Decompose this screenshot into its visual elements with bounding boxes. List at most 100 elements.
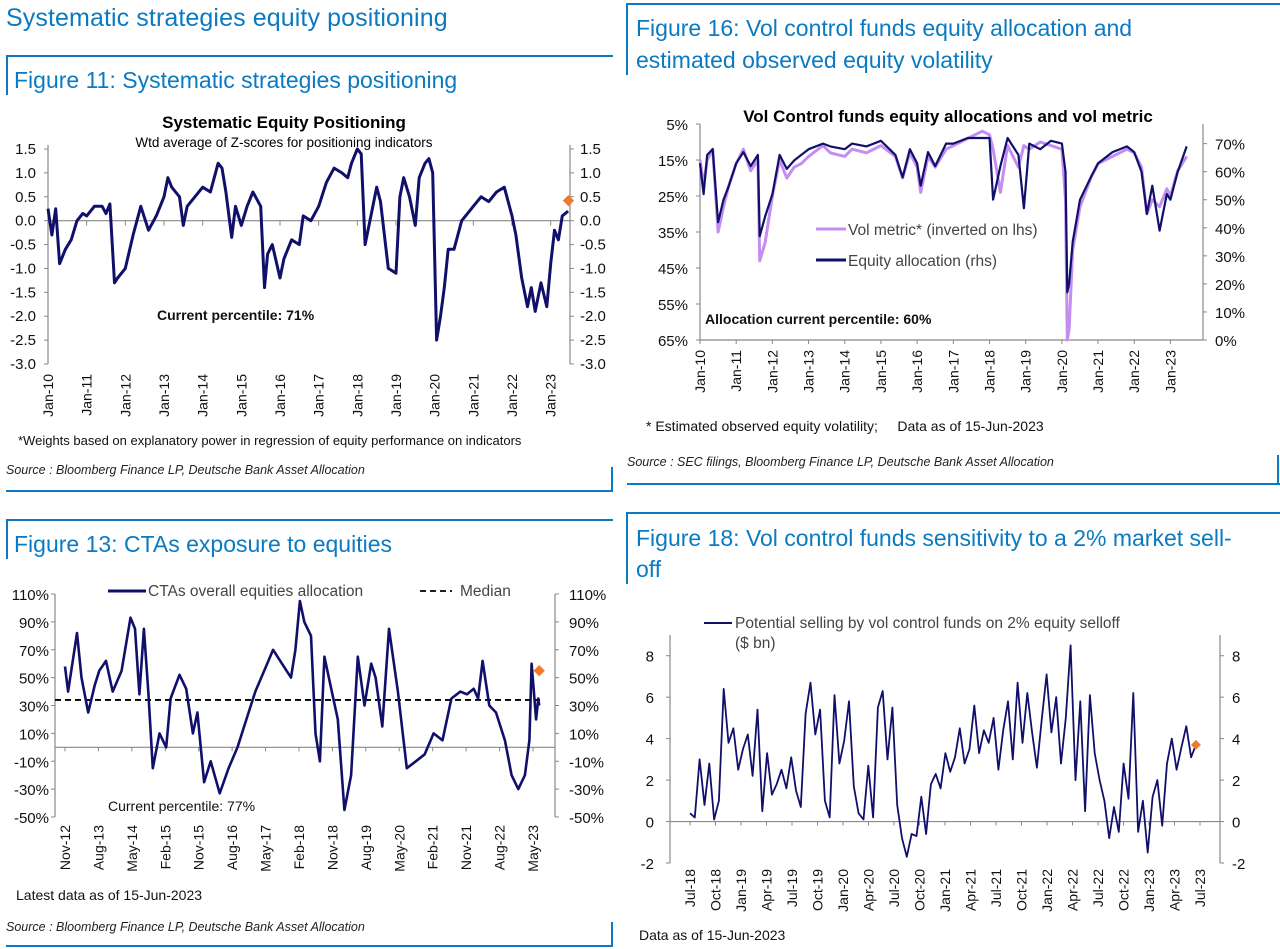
fig16-title-line2: estimated observed equity volatility bbox=[636, 47, 993, 73]
x-tick-label: Jan-19 bbox=[388, 374, 404, 417]
x-tick-label: Jan-23 bbox=[543, 374, 559, 417]
fig18-footnote: Data as of 15-Jun-2023 bbox=[639, 927, 786, 943]
fig16-chart: Vol Control funds equity allocations and… bbox=[658, 107, 1245, 393]
x-tick-label: Jan-13 bbox=[156, 374, 172, 417]
fig16-bottom-rule bbox=[627, 483, 1280, 485]
x-tick-label: Jul-21 bbox=[988, 869, 1004, 907]
y-tick-label-left: 45% bbox=[658, 261, 688, 278]
x-tick-label: Jan-18 bbox=[981, 350, 997, 393]
x-tick-label: Jul-23 bbox=[1192, 869, 1208, 907]
y-tick-label-left: 1.0 bbox=[15, 165, 36, 182]
y-tick-label-left: 110% bbox=[12, 587, 49, 604]
x-tick-label: Jan-17 bbox=[311, 374, 327, 417]
y-tick-label-right: 0.0 bbox=[580, 213, 601, 230]
fig11-title: Figure 11: Systematic strategies positio… bbox=[14, 67, 458, 93]
x-tick-label: Jul-20 bbox=[886, 869, 902, 907]
chart-title: Systematic Equity Positioning bbox=[162, 113, 406, 132]
y-tick-label-left: -50% bbox=[14, 810, 49, 827]
y-tick-label-right: -0.5 bbox=[580, 237, 606, 254]
x-tick-label: Jan-17 bbox=[945, 350, 961, 393]
y-tick-label-right: -2.0 bbox=[580, 308, 606, 325]
x-tick-label: May-23 bbox=[525, 825, 541, 872]
x-tick-label: Aug-16 bbox=[224, 825, 240, 870]
x-tick-label: Jan-15 bbox=[873, 350, 889, 393]
y-tick-label-right: 20% bbox=[1215, 277, 1245, 294]
x-tick-label: Jan-23 bbox=[1141, 869, 1157, 912]
y-tick-label-right: 40% bbox=[1215, 221, 1245, 238]
y-tick-label-right: 6 bbox=[1232, 690, 1240, 707]
y-tick-label-left: 1.5 bbox=[15, 141, 36, 158]
y-tick-label-right: -10% bbox=[569, 754, 604, 771]
fig11-chart: Systematic Equity Positioning Wtd average… bbox=[10, 113, 606, 417]
chart-subtitle: Wtd average of Z-scores for positioning … bbox=[135, 135, 432, 150]
x-tick-label: Jan-21 bbox=[937, 869, 953, 912]
y-tick-label-left: -2 bbox=[641, 856, 654, 873]
y-tick-label-left: -30% bbox=[14, 782, 49, 799]
x-tick-label: Jan-22 bbox=[504, 374, 520, 417]
x-tick-label: Feb-15 bbox=[157, 825, 173, 870]
x-tick-label: Feb-18 bbox=[291, 825, 307, 870]
x-tick-label: Jan-22 bbox=[1126, 350, 1142, 393]
y-tick-label-left: 10% bbox=[19, 726, 49, 743]
x-tick-label: May-17 bbox=[258, 825, 274, 872]
x-tick-label: Aug-13 bbox=[90, 825, 106, 870]
x-tick-label: Nov-15 bbox=[191, 825, 207, 870]
fig13-chart: 110% 110% 90% 90% 70% 70% 50% 50% 30% 30% 10% 10% -1… bbox=[12, 583, 607, 872]
x-tick-label: Jan-18 bbox=[349, 374, 365, 417]
y-tick-label-right: 0 bbox=[1232, 815, 1240, 832]
x-tick-label: May-20 bbox=[391, 825, 407, 872]
fig18-top-rule bbox=[626, 512, 1280, 514]
x-tick-label: Oct-20 bbox=[912, 869, 928, 911]
x-tick-label: Jan-10 bbox=[692, 350, 708, 393]
legend-label-equity-allocation: Equity allocation (rhs) bbox=[848, 253, 997, 270]
fig11-source: Source : Bloomberg Finance LP, Deutsche … bbox=[6, 463, 365, 477]
x-tick-label: Oct-18 bbox=[708, 869, 724, 911]
y-tick-label-left: 70% bbox=[19, 643, 49, 660]
fig16-footnote: * Estimated observed equity volatility; … bbox=[646, 418, 1044, 434]
x-tick-label: Jan-20 bbox=[427, 374, 443, 417]
y-tick-label-left: -2.5 bbox=[10, 332, 36, 349]
x-tick-label: Jan-20 bbox=[835, 869, 851, 912]
fig11-footnote: *Weights based on explanatory power in r… bbox=[18, 433, 522, 448]
y-tick-label-left: 4 bbox=[646, 732, 654, 749]
x-tick-label: Jan-15 bbox=[233, 374, 249, 417]
fig11-top-rule bbox=[6, 55, 613, 57]
x-tick-label: Jul-22 bbox=[1090, 869, 1106, 907]
x-tick-label: Nov-12 bbox=[57, 825, 73, 870]
x-tick-label: Apr-21 bbox=[963, 869, 979, 911]
y-tick-label-right: 8 bbox=[1232, 649, 1240, 666]
y-tick-label-right: 4 bbox=[1232, 732, 1240, 749]
fig18-title-line2: off bbox=[636, 556, 662, 582]
y-tick-label-left: 50% bbox=[19, 671, 49, 688]
y-tick-label-right: 10% bbox=[569, 726, 599, 743]
x-tick-label: Oct-21 bbox=[1014, 869, 1030, 911]
y-tick-label-right: 110% bbox=[569, 587, 606, 604]
y-tick-label-right: 70% bbox=[569, 643, 599, 660]
legend-label-cta-allocation: CTAs overall equities allocation bbox=[148, 583, 363, 600]
x-tick-label: Jan-12 bbox=[764, 350, 780, 393]
x-tick-label: Oct-22 bbox=[1116, 869, 1132, 911]
y-tick-label-left: 8 bbox=[646, 649, 654, 666]
y-tick-label-right: 10% bbox=[1215, 305, 1245, 322]
fig13-right-rule bbox=[611, 922, 613, 947]
x-tick-label: May-14 bbox=[124, 825, 140, 872]
y-tick-label-left: 35% bbox=[658, 225, 688, 242]
y-tick-label-left: -10% bbox=[14, 754, 49, 771]
x-tick-label: Jan-20 bbox=[1054, 350, 1070, 393]
y-tick-label-right: 1.0 bbox=[580, 165, 601, 182]
x-tick-label: Nov-18 bbox=[324, 825, 340, 870]
y-tick-label-left: -2.0 bbox=[10, 308, 36, 325]
y-tick-label-left: 55% bbox=[658, 297, 688, 314]
fig18-left-rule bbox=[626, 514, 628, 584]
y-tick-label-left: 5% bbox=[666, 117, 688, 134]
fig16-top-rule bbox=[626, 3, 1280, 5]
y-tick-label-left: 30% bbox=[19, 699, 49, 716]
y-tick-label-right: -50% bbox=[569, 810, 604, 827]
x-tick-label: Apr-20 bbox=[861, 869, 877, 911]
x-tick-label: Aug-19 bbox=[358, 825, 374, 870]
fig13-left-rule bbox=[6, 521, 8, 559]
latest-value-marker bbox=[562, 194, 575, 207]
y-tick-label-left: 6 bbox=[646, 690, 654, 707]
y-tick-label-left: 25% bbox=[658, 189, 688, 206]
y-tick-label-left: 0.0 bbox=[15, 213, 36, 230]
